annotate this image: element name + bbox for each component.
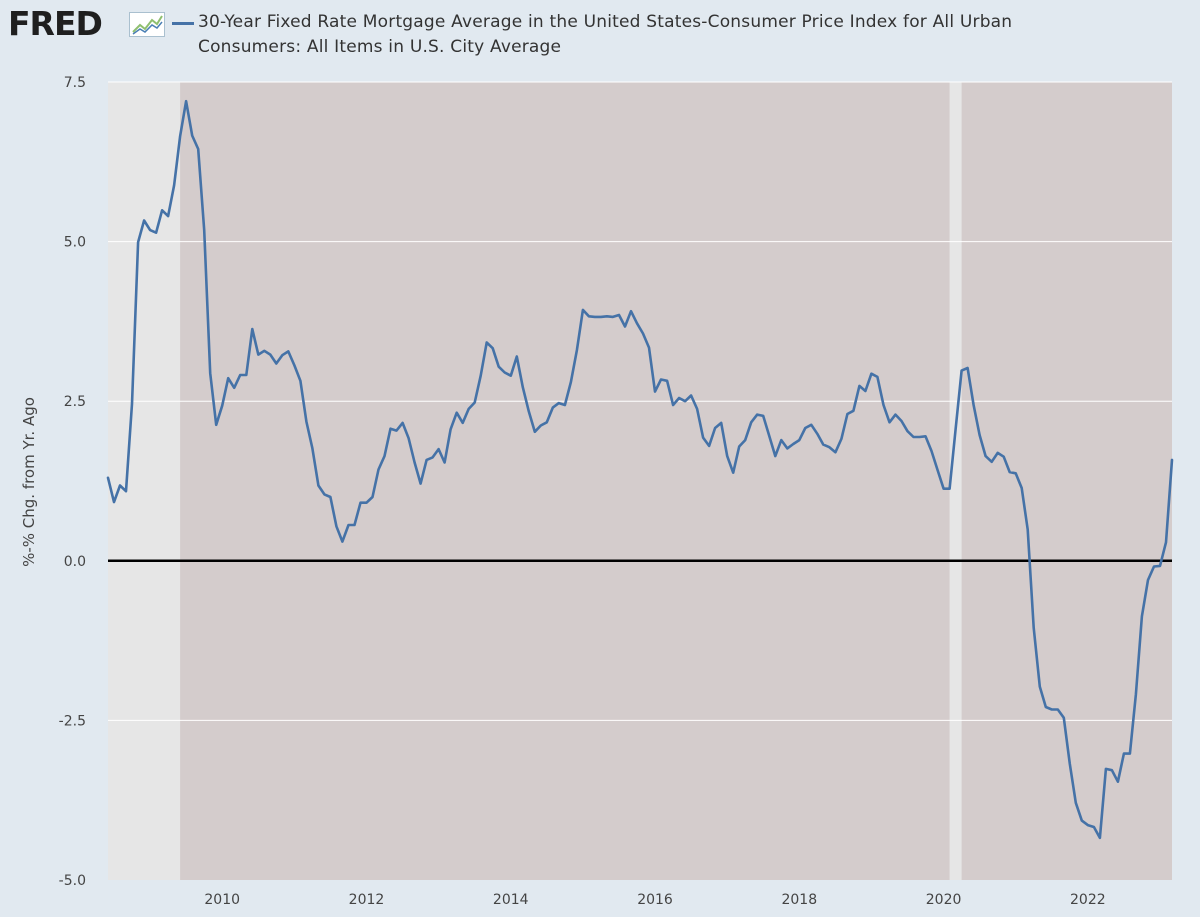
fred-logo-text: FRED [8,4,103,43]
x-tick-label: 2018 [781,892,817,908]
x-tick-label: 2014 [493,892,529,908]
shaded-period-1 [180,82,950,880]
shaded-period-2 [961,82,1172,880]
x-tick-label: 2012 [349,892,385,908]
legend-label[interactable]: 30-Year Fixed Rate Mortgage Average in t… [198,12,1013,57]
chart-header: FRED 30-Year Fixed Rate Mortgage Average… [0,0,1200,70]
y-tick-label: 5.0 [64,235,86,251]
trend-graph-icon [129,12,165,37]
x-tick-label: 2020 [926,892,962,908]
x-tick-label: 2010 [204,892,240,908]
y-tick-label: -2.5 [59,713,86,729]
y-tick-label: -5.0 [59,873,86,889]
legend-swatch [172,22,194,25]
series-line-1 [106,99,1174,840]
x-tick-label: 2022 [1070,892,1106,908]
y-tick-label: 7.5 [64,75,86,91]
x-tick-label: 2016 [637,892,673,908]
y-tick-label: 0.0 [64,554,86,570]
y-tick-label: 2.5 [64,394,86,410]
